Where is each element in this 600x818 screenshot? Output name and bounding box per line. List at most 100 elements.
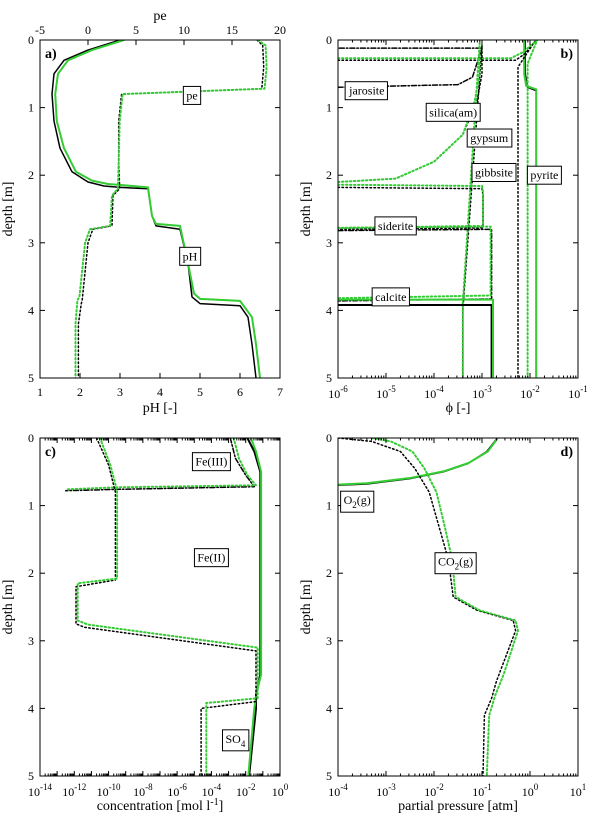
y-tick-label: 2: [326, 168, 332, 182]
gypsum-green-line: [338, 40, 539, 378]
x-tick-label: 10-12: [62, 782, 86, 799]
annotation-box: [471, 162, 517, 182]
y-tick-label: 2: [28, 168, 34, 182]
annotation-box: [466, 128, 513, 148]
co2-g--black-line: [338, 438, 517, 776]
panel-label: c): [45, 445, 56, 460]
svg-text:pyrite: pyrite: [530, 168, 558, 182]
x-tick-label: 100: [522, 782, 539, 799]
x-tick-label: 6: [237, 385, 243, 399]
y-tick-label: 1: [28, 499, 34, 513]
x-tick-label: 101: [570, 782, 587, 799]
x-tick-label: 10-8: [133, 782, 153, 799]
curve-black-line: [77, 40, 265, 378]
x-tick-label: 7: [277, 385, 283, 399]
y-tick-label: 1: [28, 101, 34, 115]
annotation-box: [425, 102, 481, 122]
top-tick-label: 20: [274, 23, 286, 37]
x-tick-label: 10-2: [424, 782, 444, 799]
fe-iii--black-line: [64, 438, 256, 492]
y-tick-label: 5: [326, 371, 332, 385]
x-axis-label: ϕ [-]: [446, 401, 471, 416]
annotation-label: gypsum: [466, 128, 513, 148]
annotation-label: CO2(g): [434, 552, 477, 575]
x-tick-label: 4: [157, 385, 163, 399]
plot-frame: [337, 437, 579, 777]
y-tick-label: 1: [326, 101, 332, 115]
top-axis-label: pe: [153, 9, 166, 24]
annotation-label: gibbsite: [471, 162, 517, 182]
svg-text:jarosite: jarosite: [348, 84, 384, 98]
y-tick-label: 0: [28, 431, 34, 445]
y-tick-label: 5: [28, 769, 34, 783]
panel-label: d): [561, 445, 574, 460]
annotation-label: pH: [179, 246, 202, 266]
x-axis-label: partial pressure [atm]: [398, 799, 518, 814]
svg-text:Fe(II): Fe(II): [197, 551, 225, 565]
siderite-black-line: [338, 228, 493, 302]
annotation-box: [526, 165, 562, 185]
panel-b: 0 1 2 3 4 510-6 10-5 10-4 10-3 10-2 10-1 ϕ [-] depth…: [299, 33, 588, 416]
pyrite-green-line: [523, 40, 538, 378]
svg-text:O2(g): O2(g): [344, 493, 371, 510]
svg-text:siderite: siderite: [378, 219, 413, 233]
svg-text:CO2(g): CO2(g): [438, 555, 473, 572]
fe-iii--green-line: [64, 438, 257, 491]
x-tick-label: 10-5: [376, 384, 396, 401]
top-tick-label: 10: [178, 23, 190, 37]
y-tick-label: 5: [326, 769, 332, 783]
fe-ii--black-line: [75, 438, 257, 776]
annotation-label: calcite: [371, 287, 410, 307]
annotation-label: Fe(III): [191, 452, 231, 472]
annotation-label: siderite: [374, 216, 417, 236]
plot-frame: [337, 39, 579, 379]
annotation-box: [371, 287, 410, 307]
so4-black-line: [246, 438, 262, 776]
x-tick-label: 10-6: [328, 384, 348, 401]
panel-d: 0 1 2 3 4 510-4 10-3 10-2 10-1 100 101 partial pres…: [299, 431, 586, 814]
x-tick-label: 10-3: [376, 782, 396, 799]
y-tick-label: 0: [326, 33, 332, 47]
o2-g--green-line: [338, 438, 499, 486]
y-tick-label: 3: [326, 236, 332, 250]
x-axis-label: pH [-]: [143, 401, 178, 416]
annotation-box: [193, 548, 229, 568]
annotation-box: [340, 490, 375, 513]
svg-text:silica(am): silica(am): [429, 105, 477, 119]
annotation-box: [374, 216, 417, 236]
y-tick-label: 1: [326, 499, 332, 513]
y-tick-label: 0: [28, 33, 34, 47]
annotation-box: [191, 452, 231, 472]
y-axis-label: depth [m]: [299, 182, 314, 237]
svg-text:calcite: calcite: [375, 290, 406, 304]
annotation-label: O2(g): [340, 490, 375, 513]
y-tick-label: 3: [28, 236, 34, 250]
x-axis-label: concentration [mol l-1]: [97, 797, 224, 814]
top-tick-label: 15: [226, 23, 238, 37]
y-axis-label: depth [m]: [1, 182, 16, 237]
y-tick-label: 2: [326, 566, 332, 580]
y-tick-label: 3: [28, 634, 34, 648]
top-tick-label: -5: [35, 23, 45, 37]
x-tick-label: 10-4: [328, 782, 348, 799]
top-tick-label: 0: [85, 23, 91, 37]
annotation-label: pyrite: [526, 165, 562, 185]
y-tick-label: 0: [326, 431, 332, 445]
annotation-box: [344, 81, 388, 101]
y-axis-label: depth [m]: [1, 580, 16, 635]
calcite-black-line: [338, 304, 493, 378]
curve-green-line: [74, 40, 268, 378]
top-tick-label: 5: [133, 23, 139, 37]
silica-am--green-line: [338, 42, 481, 378]
annotation-label: Fe(II): [193, 548, 229, 568]
annotation-box: [222, 729, 250, 752]
annotation-label: jarosite: [344, 81, 388, 101]
x-tick-label: 10-3: [472, 384, 492, 401]
jarosite-black-line: [338, 47, 483, 89]
svg-text:pH: pH: [183, 249, 198, 263]
gypsum-black-line: [338, 40, 536, 378]
curve-green-line: [54, 40, 261, 378]
x-tick-label: 2: [77, 385, 83, 399]
